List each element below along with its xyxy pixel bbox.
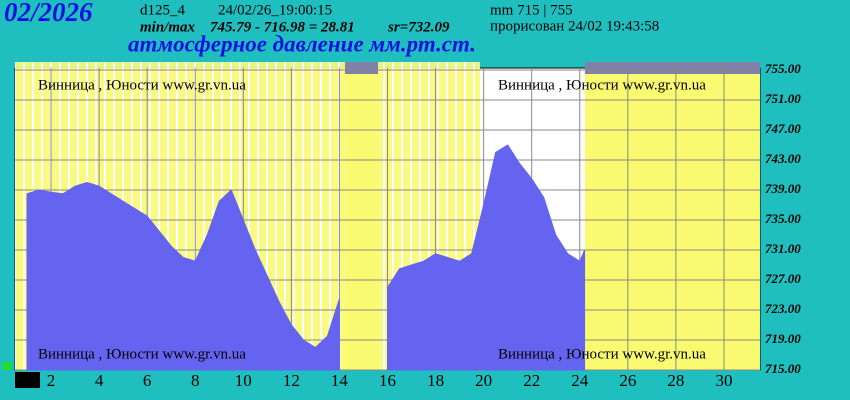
y-tick-label: 719.00 [765, 331, 801, 346]
y-tick-label: 727.00 [765, 271, 801, 286]
x-tick-label: 20 [475, 371, 492, 390]
data-layer [26, 144, 586, 371]
watermark: Винница , Юности www.gr.vn.ua [498, 346, 706, 362]
x-tick-label: 6 [143, 371, 152, 390]
mean: sr=732.09 [387, 19, 450, 35]
pressure-area [387, 144, 586, 371]
y-tick-label: 723.00 [765, 301, 801, 316]
x-tick-label: 30 [715, 371, 732, 390]
coverage-band [345, 68, 378, 370]
coverage-band [585, 68, 760, 370]
y-tick-label: 755.00 [765, 61, 801, 76]
pressure-area [26, 181, 340, 371]
y-tick-label: 743.00 [765, 151, 801, 166]
indicator [3, 362, 11, 370]
y-tick-label: 747.00 [765, 121, 801, 136]
minmax-label: min/max [140, 19, 196, 35]
x-tick-label: 8 [191, 371, 200, 390]
y-tick-label: 715.00 [765, 361, 801, 376]
station: d125_4 [140, 2, 186, 18]
status-strip [345, 62, 378, 74]
x-tick-label: 2 [47, 371, 56, 390]
y-tick-label: 735.00 [765, 211, 801, 226]
x-tick-label: 22 [523, 371, 540, 390]
x-tick-label: 10 [235, 371, 252, 390]
chart-title: атмосферное давление мм.рт.ст. [128, 31, 476, 56]
watermark: Винница , Юности www.gr.vn.ua [498, 77, 706, 93]
x-tick-label: 14 [331, 371, 349, 390]
y-tick-label: 751.00 [765, 91, 801, 106]
minmax: 745.79 - 716.98 = 28.81 [210, 19, 355, 35]
watermark: Винница , Юности www.gr.vn.ua [38, 346, 246, 362]
x-tick-label: 24 [571, 371, 589, 390]
x-tick-label: 26 [619, 371, 636, 390]
cursor-block [15, 372, 40, 388]
timestamp: 24/02/26_19:00:15 [218, 2, 332, 18]
y-tick-label: 731.00 [765, 241, 801, 256]
watermark: Винница , Юности www.gr.vn.ua [38, 77, 246, 93]
x-tick-label: 12 [283, 371, 300, 390]
x-tick-label: 16 [379, 371, 396, 390]
labels: Винница , Юности www.gr.vn.ua Винница , … [38, 77, 706, 362]
page-title: 02/2026 [4, 0, 93, 27]
x-tick-label: 28 [667, 371, 684, 390]
drawn: прорисован 24/02 19:43:58 [490, 18, 659, 34]
y-tick-label: 739.00 [765, 181, 801, 196]
x-tick-label: 4 [95, 371, 104, 390]
status-strip [585, 62, 760, 74]
range: mm 715 | 755 [490, 2, 573, 18]
status-strip [15, 62, 480, 74]
x-tick-label: 18 [427, 371, 444, 390]
